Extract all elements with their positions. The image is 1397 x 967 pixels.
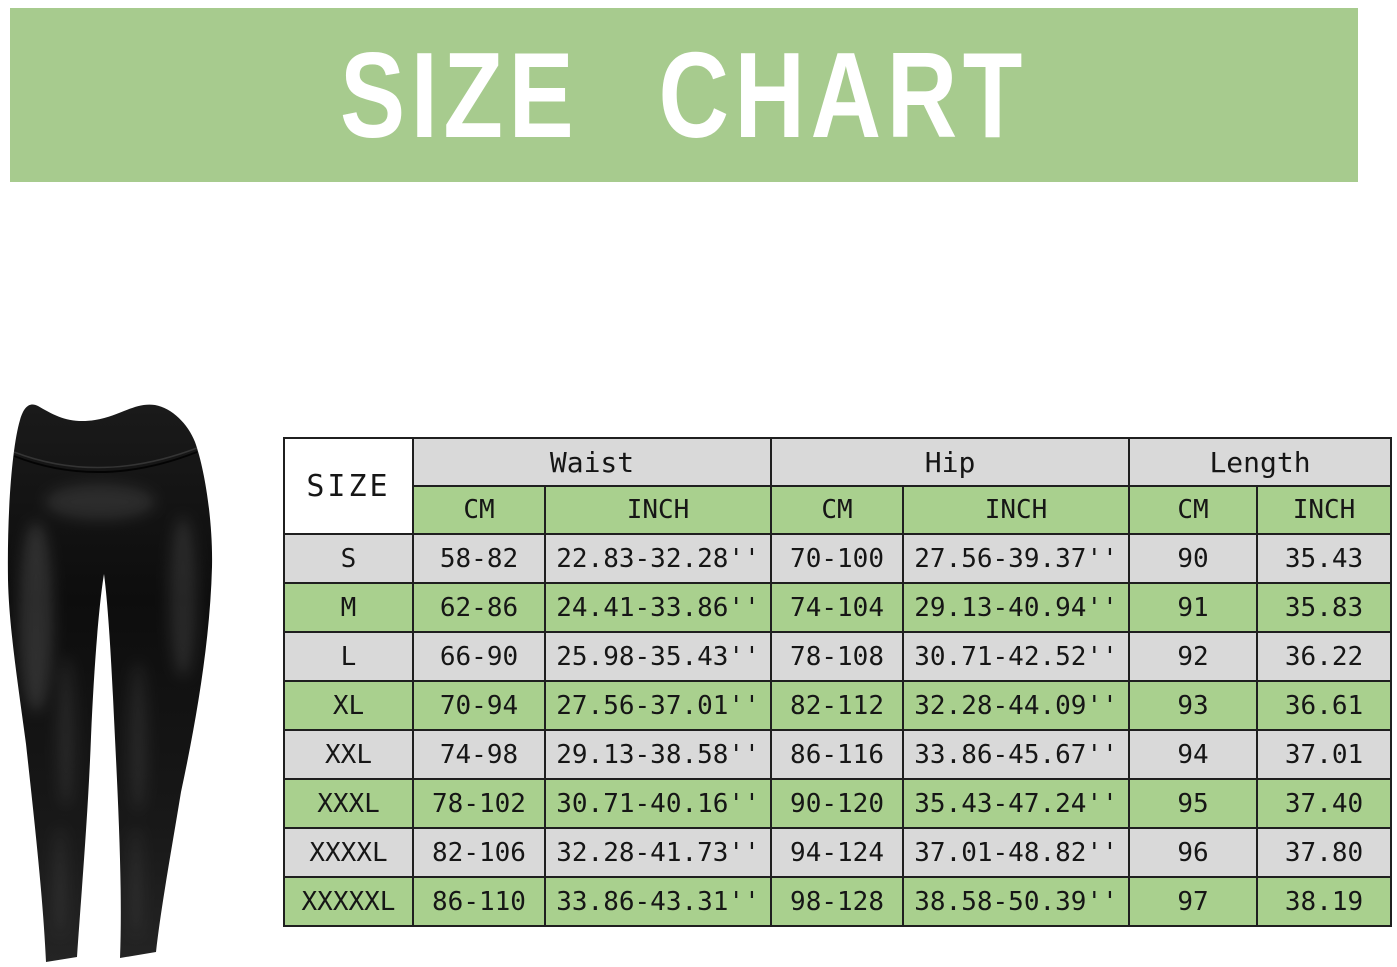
table-row: XXL 74-98 29.13-38.58'' 86-116 33.86-45.… [283, 729, 1393, 780]
size-cell: S [283, 533, 414, 584]
length-inch-cell: 35.43 [1256, 533, 1393, 584]
table-row: XXXL 78-102 30.71-40.16'' 90-120 35.43-4… [283, 778, 1393, 829]
hip-cm-cell: 74-104 [770, 582, 905, 633]
banner-title: SIZE CHART [340, 27, 1028, 163]
length-inch-cell: 37.80 [1256, 827, 1393, 878]
waist-cm-header: CM [412, 485, 546, 535]
length-inch-cell: 36.61 [1256, 680, 1393, 731]
leggings-silhouette [7, 404, 213, 962]
size-header-cell: SIZE [283, 437, 414, 535]
waist-cm-cell: 78-102 [412, 778, 546, 829]
length-cm-cell: 95 [1128, 778, 1259, 829]
length-inch-cell: 37.40 [1256, 778, 1393, 829]
size-cell: L [283, 631, 414, 682]
hip-group-header: Hip [770, 437, 1131, 487]
table-row: XXXXL 82-106 32.28-41.73'' 94-124 37.01-… [283, 827, 1393, 878]
hip-cm-cell: 86-116 [770, 729, 905, 780]
waist-cm-cell: 74-98 [412, 729, 546, 780]
unit-header-row: CM INCH CM INCH CM INCH [284, 485, 1393, 535]
hip-inch-cell: 27.56-39.37'' [902, 533, 1131, 584]
size-cell: XXXXL [283, 827, 414, 878]
table-row: M 62-86 24.41-33.86'' 74-104 29.13-40.94… [283, 582, 1393, 633]
waist-inch-cell: 25.98-35.43'' [543, 631, 773, 682]
hip-inch-cell: 30.71-42.52'' [902, 631, 1131, 682]
length-cm-cell: 90 [1128, 533, 1259, 584]
hip-cm-cell: 82-112 [770, 680, 905, 731]
table-row: XL 70-94 27.56-37.01'' 82-112 32.28-44.0… [283, 680, 1393, 731]
length-cm-cell: 94 [1128, 729, 1259, 780]
hip-cm-cell: 90-120 [770, 778, 905, 829]
hip-cm-cell: 78-108 [770, 631, 905, 682]
size-chart-banner: SIZE CHART [10, 8, 1358, 182]
length-cm-cell: 91 [1128, 582, 1259, 633]
hip-cm-cell: 98-128 [770, 876, 905, 927]
waist-group-header: Waist [411, 437, 773, 487]
size-cell: XXL [283, 729, 414, 780]
waist-cm-cell: 82-106 [412, 827, 546, 878]
length-group-header: Length [1128, 437, 1393, 487]
length-inch-cell: 38.19 [1256, 876, 1393, 927]
waist-cm-cell: 62-86 [412, 582, 546, 633]
waist-inch-cell: 27.56-37.01'' [543, 680, 773, 731]
hip-inch-cell: 29.13-40.94'' [902, 582, 1131, 633]
waist-cm-cell: 58-82 [412, 533, 546, 584]
waist-inch-cell: 30.71-40.16'' [543, 778, 773, 829]
size-cell: M [283, 582, 414, 633]
hip-inch-cell: 37.01-48.82'' [902, 827, 1131, 878]
waist-cm-cell: 66-90 [412, 631, 546, 682]
length-cm-header: CM [1128, 485, 1259, 535]
hip-cm-header: CM [770, 485, 905, 535]
length-cm-cell: 93 [1128, 680, 1259, 731]
waist-inch-cell: 29.13-38.58'' [543, 729, 773, 780]
table-row: L 66-90 25.98-35.43'' 78-108 30.71-42.52… [283, 631, 1393, 682]
waist-inch-cell: 22.83-32.28'' [543, 533, 773, 584]
hip-inch-header: INCH [902, 485, 1131, 535]
hip-inch-cell: 38.58-50.39'' [902, 876, 1131, 927]
size-cell: XXXXXL [283, 876, 414, 927]
length-inch-cell: 37.01 [1256, 729, 1393, 780]
leggings-image [7, 404, 213, 962]
waist-inch-cell: 24.41-33.86'' [543, 582, 773, 633]
waist-inch-cell: 33.86-43.31'' [543, 876, 773, 927]
hip-inch-cell: 33.86-45.67'' [902, 729, 1131, 780]
length-inch-cell: 35.83 [1256, 582, 1393, 633]
group-header-row: SIZE Waist Hip Length [283, 437, 1393, 535]
length-cm-cell: 97 [1128, 876, 1259, 927]
hip-cm-cell: 70-100 [770, 533, 905, 584]
length-cm-cell: 96 [1128, 827, 1259, 878]
waist-cm-cell: 70-94 [412, 680, 546, 731]
hip-inch-cell: 35.43-47.24'' [902, 778, 1131, 829]
length-cm-cell: 92 [1128, 631, 1259, 682]
hip-inch-cell: 32.28-44.09'' [902, 680, 1131, 731]
waist-inch-cell: 32.28-41.73'' [543, 827, 773, 878]
table-row: XXXXXL 86-110 33.86-43.31'' 98-128 38.58… [283, 876, 1393, 927]
size-cell: XL [283, 680, 414, 731]
length-inch-cell: 36.22 [1256, 631, 1393, 682]
waist-cm-cell: 86-110 [412, 876, 546, 927]
size-cell: XXXL [283, 778, 414, 829]
waist-inch-header: INCH [543, 485, 773, 535]
length-inch-header: INCH [1256, 485, 1393, 535]
hip-cm-cell: 94-124 [770, 827, 905, 878]
table-row: S 58-82 22.83-32.28'' 70-100 27.56-39.37… [283, 533, 1393, 584]
size-table: SIZE Waist Hip Length CM INCH CM INCH CM… [283, 437, 1393, 927]
